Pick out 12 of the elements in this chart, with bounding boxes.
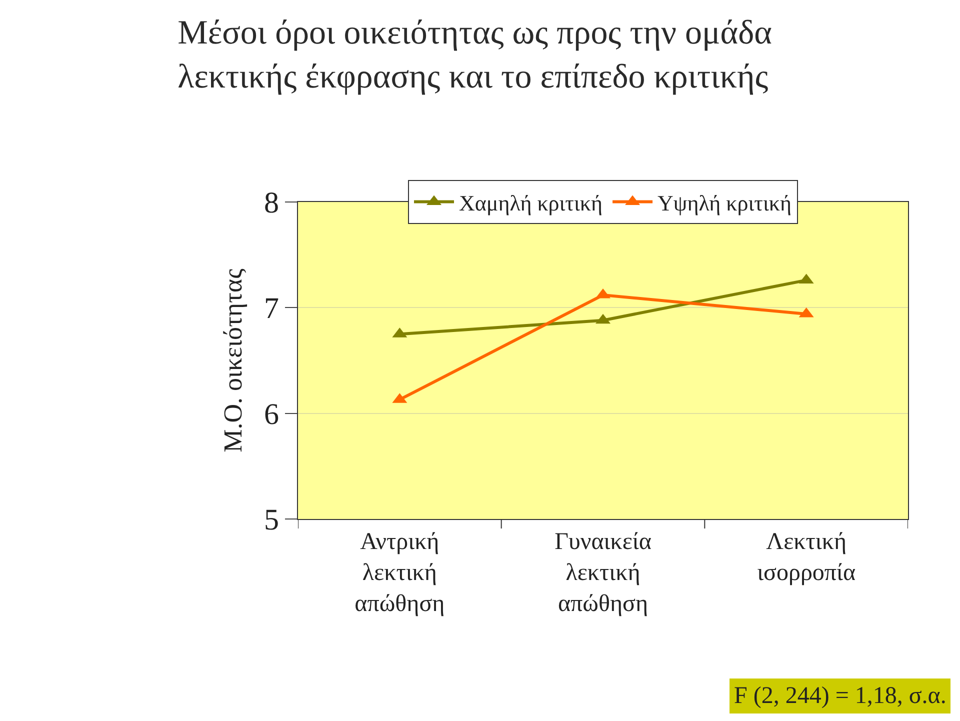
y-tick-label: 7 bbox=[264, 292, 279, 326]
chart-title: Μέσοι όροι οικειότητας ως προς την ομάδα λεκτικής έκφρασης και το επίπεδο κριτικής bbox=[178, 14, 772, 96]
y-tick-label: 6 bbox=[264, 398, 279, 431]
x-tick-label: Γυναικεία λεκτική απώθηση bbox=[554, 528, 652, 618]
y-tick-label: 5 bbox=[264, 504, 279, 536]
x-tick-label: Αντρική λεκτική απώθηση bbox=[354, 528, 445, 618]
legend-label: Υψηλή κριτική bbox=[658, 190, 792, 216]
x-tick-label: Λεκτική ισορροπία bbox=[757, 528, 856, 586]
legend-label: Χαμηλή κριτική bbox=[459, 190, 603, 216]
y-axis-title: Μ.Ο. οικειότητας bbox=[218, 268, 248, 452]
y-tick-label: 8 bbox=[264, 186, 279, 220]
text: F (2, 244) = 1,18, σ.α. bbox=[734, 683, 946, 709]
